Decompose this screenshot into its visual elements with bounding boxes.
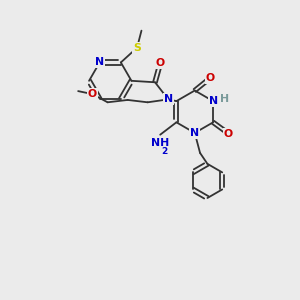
Text: H: H — [220, 94, 230, 104]
Text: O: O — [156, 58, 165, 68]
Text: S: S — [133, 43, 141, 53]
Text: 2: 2 — [161, 147, 168, 156]
Text: N: N — [95, 57, 104, 68]
Text: N: N — [164, 94, 173, 104]
Text: N: N — [190, 128, 199, 138]
Text: NH: NH — [151, 138, 169, 148]
Text: O: O — [224, 128, 233, 139]
Text: O: O — [206, 73, 214, 83]
Text: O: O — [88, 89, 97, 99]
Text: N: N — [208, 96, 218, 106]
